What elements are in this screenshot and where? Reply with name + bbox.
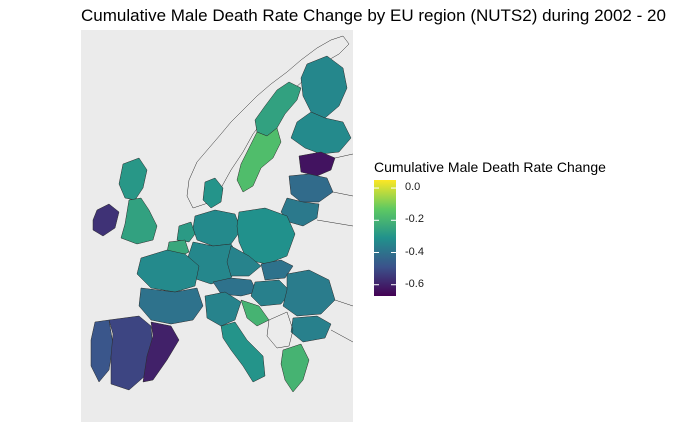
- legend-tick-label: -0.4: [405, 245, 424, 258]
- map-region-italy-north: [204, 291, 242, 327]
- legend-tick-label: -0.2: [405, 213, 424, 226]
- legend-title: Cumulative Male Death Rate Change: [374, 159, 606, 175]
- map-region-poland: [236, 207, 296, 265]
- map-region-balkans: [266, 311, 294, 349]
- map-region-spain-center: [108, 315, 154, 391]
- map-region-portugal: [90, 319, 114, 383]
- map-region-slovakia: [260, 259, 294, 281]
- map-region-uk-south: [120, 197, 158, 245]
- map-outline-east: [316, 153, 353, 343]
- map-region-hungary: [250, 279, 292, 307]
- map-region-romania: [282, 269, 336, 317]
- map-region-spain-east: [142, 321, 180, 383]
- map-region-lithuania: [280, 197, 320, 227]
- map-region-italy-south: [220, 321, 266, 383]
- page-title: Cumulative Male Death Rate Change by EU …: [81, 6, 666, 25]
- map-region-ireland: [92, 203, 120, 237]
- map-region-slovenia-croatia: [240, 299, 270, 327]
- legend-colorbar: [374, 180, 396, 296]
- map-region-uk-north: [118, 157, 148, 201]
- map-region-norway: [186, 35, 350, 209]
- map-region-denmark: [202, 177, 224, 209]
- map-region-greece: [280, 343, 310, 393]
- map-region-finland-north: [300, 55, 348, 119]
- map-region-latvia: [288, 173, 334, 203]
- map-region-finland-south: [290, 111, 352, 155]
- map-region-bulgaria: [290, 315, 332, 343]
- legend-tick-label: 0.0: [405, 181, 421, 194]
- map-region-france-north: [136, 249, 200, 293]
- map-region-netherlands: [176, 221, 196, 243]
- legend-tick-label: -0.6: [405, 277, 424, 290]
- map-region-france-south: [138, 287, 204, 325]
- map-region-czechia: [226, 245, 262, 277]
- map-region-sweden-south: [236, 127, 282, 193]
- map-panel: [81, 30, 353, 422]
- map-region-estonia: [298, 151, 336, 177]
- legend-gradient: [374, 180, 396, 296]
